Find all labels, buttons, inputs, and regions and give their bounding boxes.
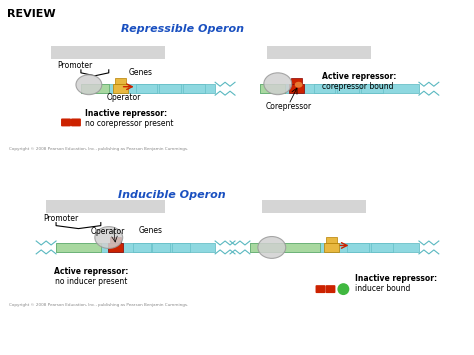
Text: Inactive repressor:: Inactive repressor:	[85, 109, 167, 119]
Text: Copyright © 2008 Pearson Education, Inc., publishing as Pearson Benjamin Cumming: Copyright © 2008 Pearson Education, Inc.…	[9, 303, 189, 307]
Bar	[56, 243, 101, 252]
Text: Active repressor:: Active repressor:	[321, 72, 396, 81]
Bar	[326, 237, 337, 243]
Bar	[110, 237, 121, 243]
Bar	[361, 84, 383, 93]
FancyBboxPatch shape	[61, 119, 71, 126]
Text: inducer bound: inducer bound	[356, 284, 410, 293]
Bar	[113, 84, 128, 93]
Bar	[51, 46, 165, 59]
Bar	[250, 243, 319, 252]
Bar	[291, 78, 302, 84]
Text: Corepressor: Corepressor	[265, 102, 312, 110]
Bar	[260, 84, 285, 93]
Text: Repressible Operon: Repressible Operon	[121, 24, 244, 34]
Text: Inducible Operon: Inducible Operon	[118, 190, 225, 200]
Circle shape	[337, 283, 349, 295]
Bar	[183, 84, 205, 93]
FancyBboxPatch shape	[71, 119, 81, 126]
Bar	[260, 84, 419, 93]
Bar	[108, 243, 123, 252]
Bar	[347, 243, 369, 252]
Bar	[289, 84, 304, 93]
Ellipse shape	[264, 73, 292, 95]
Bar	[173, 243, 190, 252]
Text: Genes: Genes	[128, 68, 153, 77]
Bar	[159, 84, 182, 93]
Text: Operator: Operator	[107, 93, 141, 102]
Text: Copyright © 2008 Pearson Education, Inc., publishing as Pearson Benjamin Cumming: Copyright © 2008 Pearson Education, Inc.…	[9, 147, 189, 151]
Text: Operator: Operator	[91, 226, 125, 236]
Bar	[371, 243, 393, 252]
Text: Genes: Genes	[138, 225, 163, 235]
Bar	[81, 84, 109, 93]
Text: Promoter: Promoter	[57, 61, 92, 70]
Text: REVIEW: REVIEW	[8, 9, 56, 19]
Text: Inactive repressor:: Inactive repressor:	[356, 274, 438, 283]
Text: Active repressor:: Active repressor:	[54, 267, 128, 276]
Text: no corepressor present: no corepressor present	[85, 119, 173, 129]
Text: corepressor bound: corepressor bound	[321, 82, 393, 91]
FancyBboxPatch shape	[316, 285, 326, 293]
Bar	[262, 200, 366, 213]
Text: Promoter: Promoter	[43, 214, 78, 223]
Text: no inducer present: no inducer present	[55, 277, 127, 286]
Bar	[153, 243, 170, 252]
Ellipse shape	[295, 82, 302, 88]
Bar	[56, 243, 215, 252]
Ellipse shape	[76, 75, 102, 95]
Bar	[136, 84, 157, 93]
Bar	[115, 78, 126, 84]
Ellipse shape	[95, 226, 123, 248]
Bar	[81, 84, 215, 93]
Ellipse shape	[258, 236, 286, 258]
Bar	[324, 243, 339, 252]
Bar	[337, 84, 359, 93]
Bar	[250, 243, 419, 252]
Bar	[313, 84, 336, 93]
Bar	[267, 46, 371, 59]
Bar	[46, 200, 165, 213]
FancyBboxPatch shape	[326, 285, 336, 293]
Bar	[133, 243, 151, 252]
